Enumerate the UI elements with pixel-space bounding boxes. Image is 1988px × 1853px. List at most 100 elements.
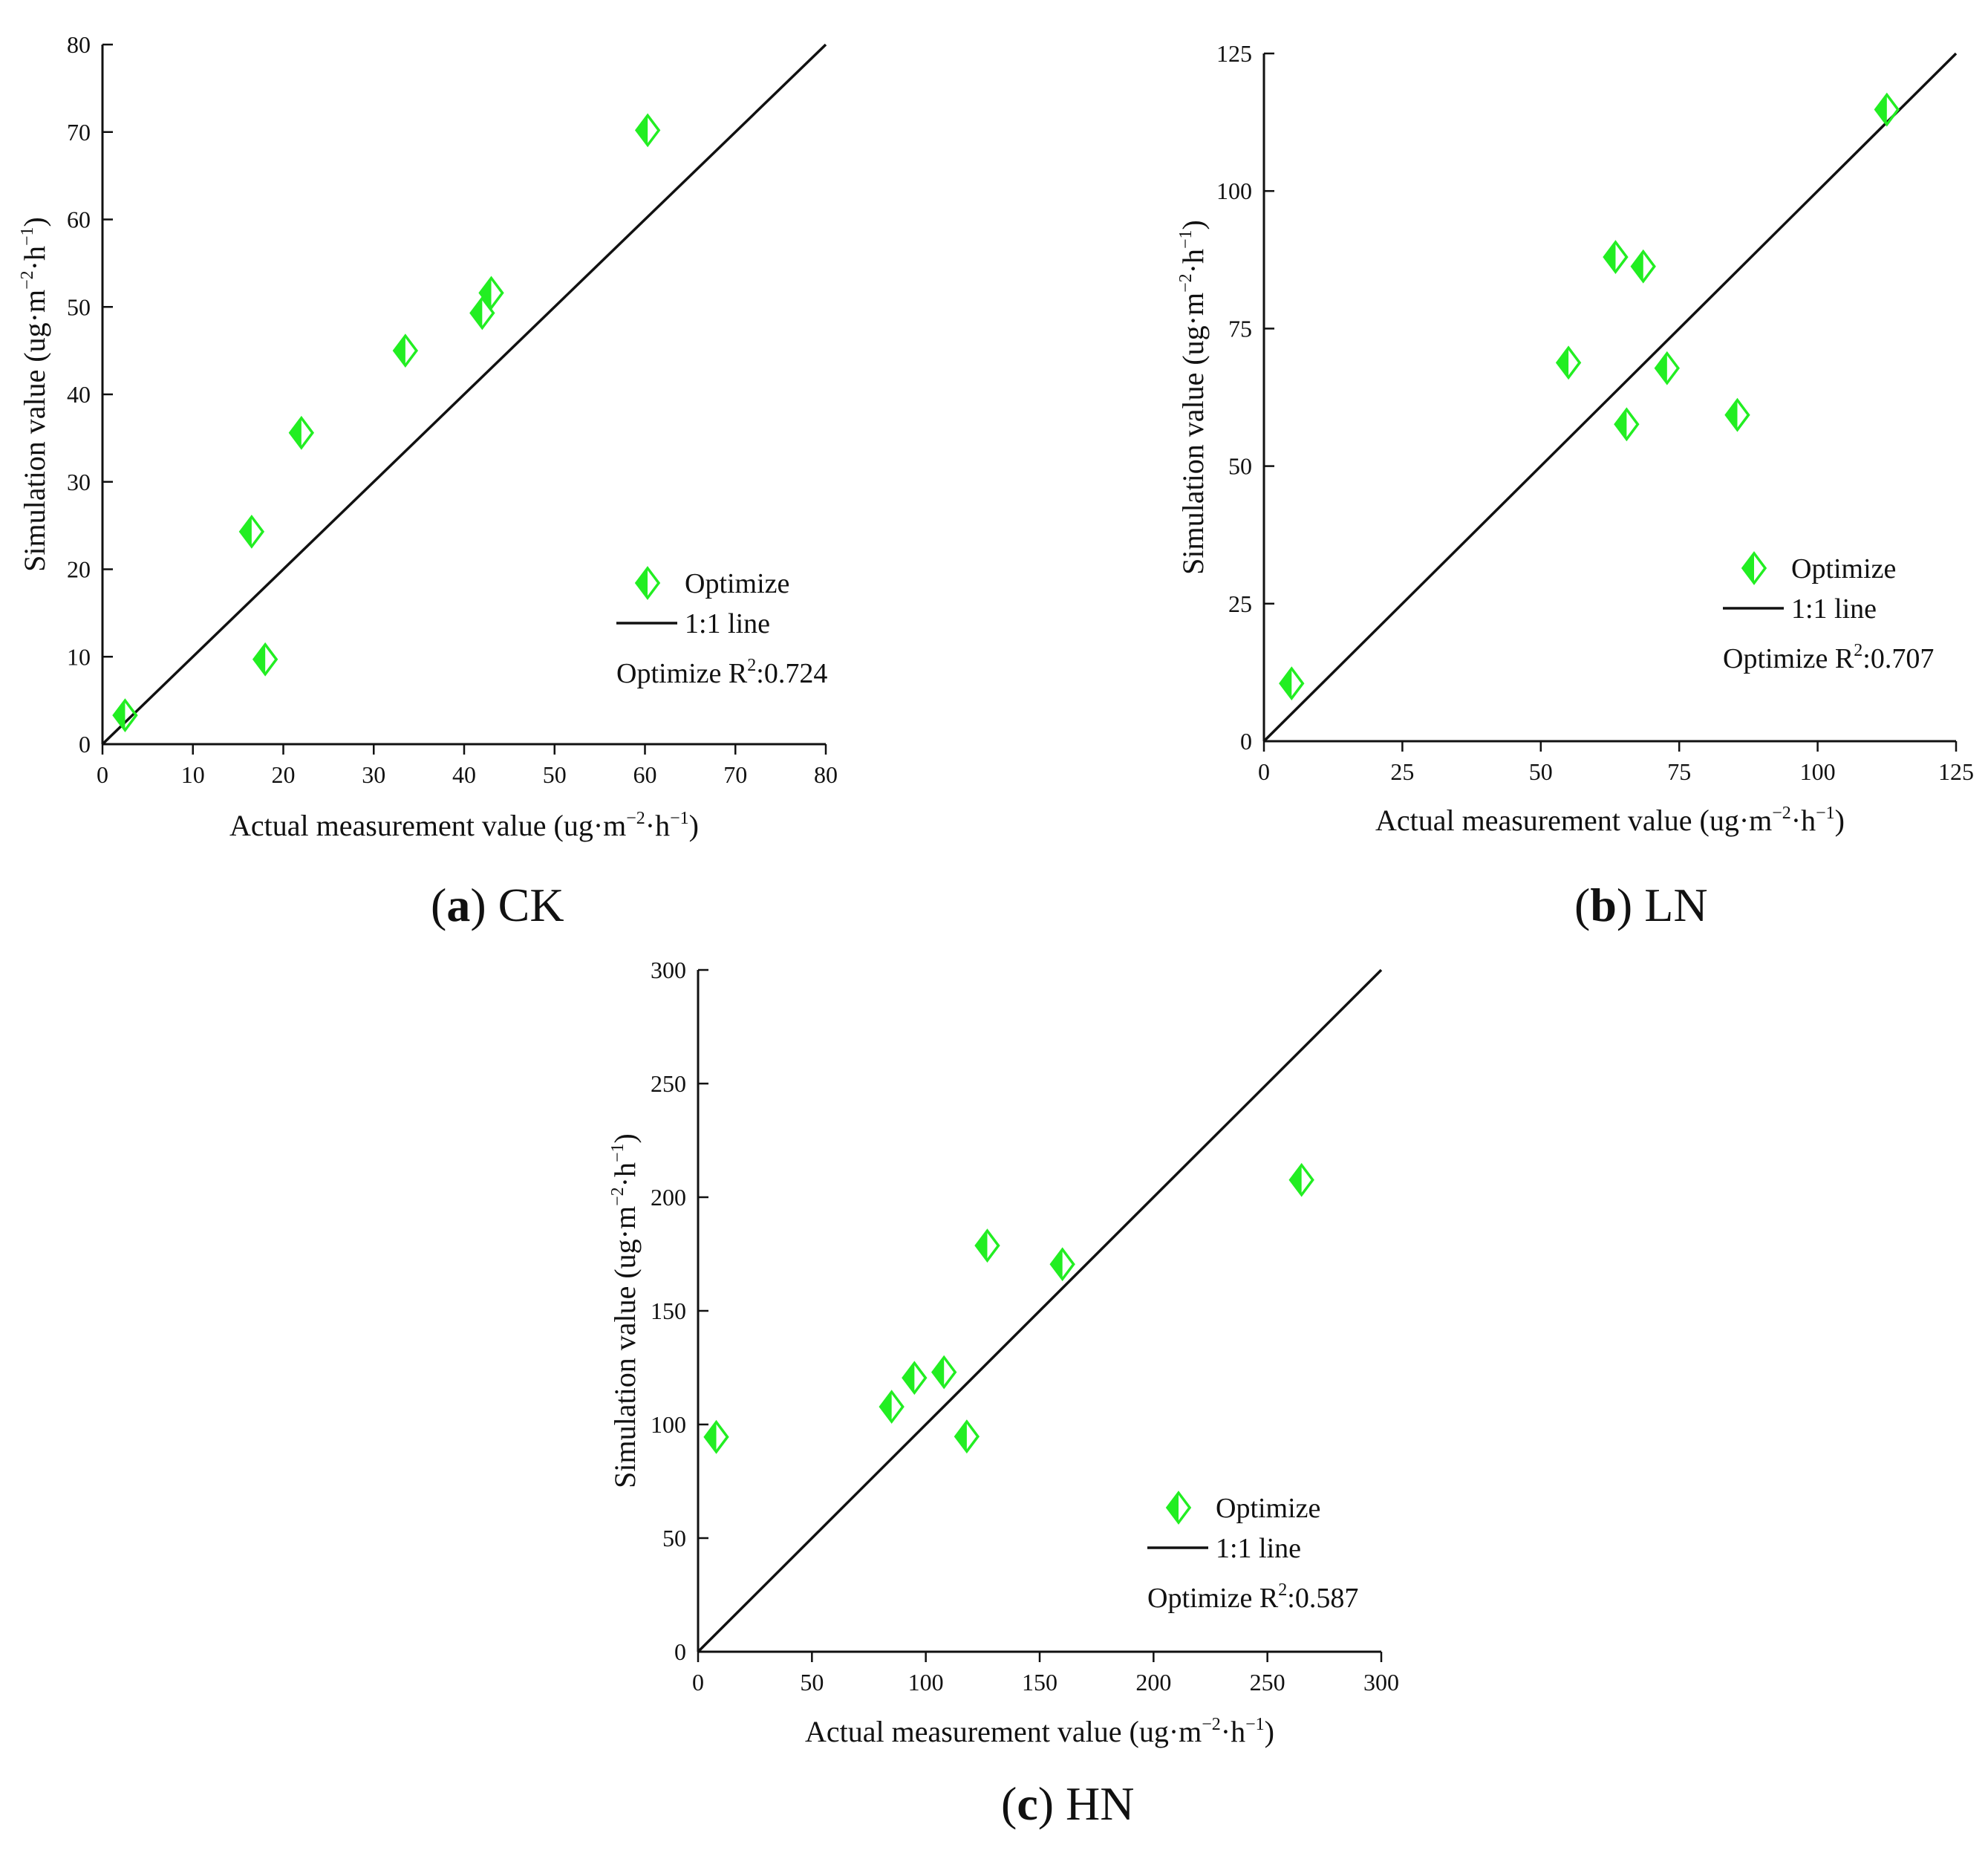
y-tick-label: 125 bbox=[1216, 40, 1252, 67]
unit-exponent: −1 bbox=[1176, 229, 1196, 249]
marker-outline bbox=[634, 566, 661, 600]
unit-mid: ·h bbox=[1176, 249, 1210, 273]
data-point-marker bbox=[1874, 92, 1900, 127]
r2-value: :0.587 bbox=[1287, 1583, 1358, 1614]
y-tick-label: 150 bbox=[651, 1297, 686, 1324]
data-point-marker bbox=[1555, 345, 1582, 380]
data-point-marker bbox=[931, 1355, 957, 1390]
data-point-marker bbox=[902, 1361, 928, 1396]
legend-label-line: 1:1 line bbox=[1791, 593, 1877, 625]
unit-mid: ·h bbox=[608, 1162, 642, 1187]
unit-exponent: −1 bbox=[608, 1143, 628, 1162]
y-tick-label: 0 bbox=[674, 1638, 686, 1665]
unit-base: ug·m bbox=[608, 1206, 642, 1269]
paren-open: ( bbox=[18, 352, 51, 369]
marker-outline bbox=[902, 1361, 928, 1396]
marker-outline bbox=[954, 1419, 980, 1454]
marker-filled-half bbox=[394, 336, 405, 366]
caption-paren-close: ) bbox=[1617, 879, 1644, 931]
marker-filled-half bbox=[1290, 1165, 1302, 1195]
paren-close: ) bbox=[1176, 220, 1210, 229]
marker-outline bbox=[252, 642, 278, 677]
data-point-marker bbox=[634, 113, 661, 148]
x-axis-title: Actual measurement value (ug·m−2·h−1) bbox=[229, 809, 699, 842]
data-point-marker bbox=[1630, 249, 1656, 284]
marker-outline bbox=[1724, 397, 1750, 432]
marker-outline bbox=[1288, 1162, 1314, 1197]
marker-filled-half bbox=[1726, 400, 1738, 430]
legend-marker-icon bbox=[634, 566, 661, 600]
data-point-marker bbox=[1654, 351, 1680, 385]
marker-filled-half bbox=[636, 568, 648, 598]
marker-outline bbox=[703, 1419, 729, 1454]
x-tick-label: 200 bbox=[1135, 1669, 1171, 1696]
panel-ln: 0 25 50 75 100 125 0 25 50 75 100 125 Actual measure… bbox=[1176, 40, 1974, 931]
data-point-marker bbox=[1279, 666, 1305, 701]
paren-close: ) bbox=[689, 809, 699, 842]
marker-filled-half bbox=[1743, 553, 1754, 583]
legend-marker-icon bbox=[1165, 1491, 1192, 1525]
legend-label-optimize: Optimize bbox=[685, 568, 789, 599]
r2-annotation: Optimize R2:0.707 bbox=[1723, 641, 1934, 674]
marker-filled-half bbox=[976, 1231, 988, 1261]
x-tick-label: 50 bbox=[800, 1669, 824, 1696]
marker-outline bbox=[1049, 1247, 1075, 1282]
y-tick-label: 250 bbox=[651, 1070, 686, 1097]
y-tick-label: 100 bbox=[651, 1411, 686, 1438]
r2-prefix: Optimize R bbox=[1723, 643, 1854, 674]
x-axis-title-text: Actual measurement value bbox=[805, 1715, 1121, 1748]
unit-exponent: −2 bbox=[1772, 804, 1791, 823]
marker-outline bbox=[1279, 666, 1305, 701]
x-tick-label: 0 bbox=[1258, 758, 1270, 785]
x-tick-label: 100 bbox=[1800, 758, 1836, 785]
unit-base: ug·m bbox=[564, 809, 626, 842]
unit-exponent: −2 bbox=[608, 1187, 628, 1206]
y-axis-title-text: Simulation value bbox=[608, 1286, 642, 1488]
unit-mid: ·h bbox=[1791, 804, 1816, 837]
data-point-marker bbox=[238, 514, 265, 549]
marker-filled-half bbox=[1051, 1249, 1063, 1280]
y-tick-label: 0 bbox=[1240, 728, 1252, 755]
unit-base: ug·m bbox=[1139, 1715, 1202, 1748]
x-axis-title: Actual measurement value (ug·m−2·h−1) bbox=[805, 1715, 1274, 1748]
caption-paren-open: ( bbox=[1574, 879, 1590, 931]
marker-filled-half bbox=[240, 516, 252, 547]
y-axis-title-text: Simulation value bbox=[18, 370, 51, 572]
x-tick-label: 70 bbox=[723, 761, 747, 788]
x-tick-label: 0 bbox=[692, 1669, 704, 1696]
data-point-marker bbox=[469, 296, 495, 330]
marker-outline bbox=[112, 698, 138, 733]
marker-outline bbox=[478, 276, 504, 310]
marker-outline bbox=[288, 415, 315, 450]
panel-caption: (a) CK bbox=[431, 879, 564, 931]
r2-superscript: 2 bbox=[1278, 1580, 1287, 1600]
marker-filled-half bbox=[1655, 353, 1667, 383]
caption-paren-close: ) bbox=[1038, 1777, 1066, 1830]
marker-outline bbox=[1555, 345, 1582, 380]
data-point-marker bbox=[392, 333, 419, 368]
unit-exponent: −2 bbox=[1176, 273, 1196, 293]
data-point-marker bbox=[703, 1419, 729, 1454]
marker-filled-half bbox=[903, 1363, 915, 1393]
r2-superscript: 2 bbox=[747, 656, 756, 675]
legend-label-optimize: Optimize bbox=[1791, 553, 1896, 584]
y-tick-label: 50 bbox=[662, 1525, 686, 1551]
caption-paren-open: ( bbox=[431, 879, 446, 931]
y-axis-title: Simulation value (ug·m−2·h−1) bbox=[18, 217, 51, 572]
r2-value: :0.724 bbox=[756, 658, 827, 689]
marker-filled-half bbox=[1604, 242, 1616, 273]
marker-filled-half bbox=[254, 644, 266, 674]
marker-filled-half bbox=[1632, 251, 1643, 281]
data-point-marker bbox=[1614, 407, 1640, 442]
legend-label-optimize: Optimize bbox=[1216, 1493, 1320, 1524]
y-tick-label: 200 bbox=[651, 1184, 686, 1211]
x-tick-label: 250 bbox=[1250, 1669, 1285, 1696]
unit-exponent: −2 bbox=[1202, 1715, 1221, 1734]
one-to-one-line bbox=[1262, 52, 1958, 743]
one-to-one-line bbox=[697, 968, 1383, 1653]
x-tick-label: 10 bbox=[181, 761, 205, 788]
x-tick-label: 25 bbox=[1390, 758, 1414, 785]
y-tick-label: 60 bbox=[67, 206, 91, 233]
x-axis-title-text: Actual measurement value bbox=[1375, 804, 1692, 837]
